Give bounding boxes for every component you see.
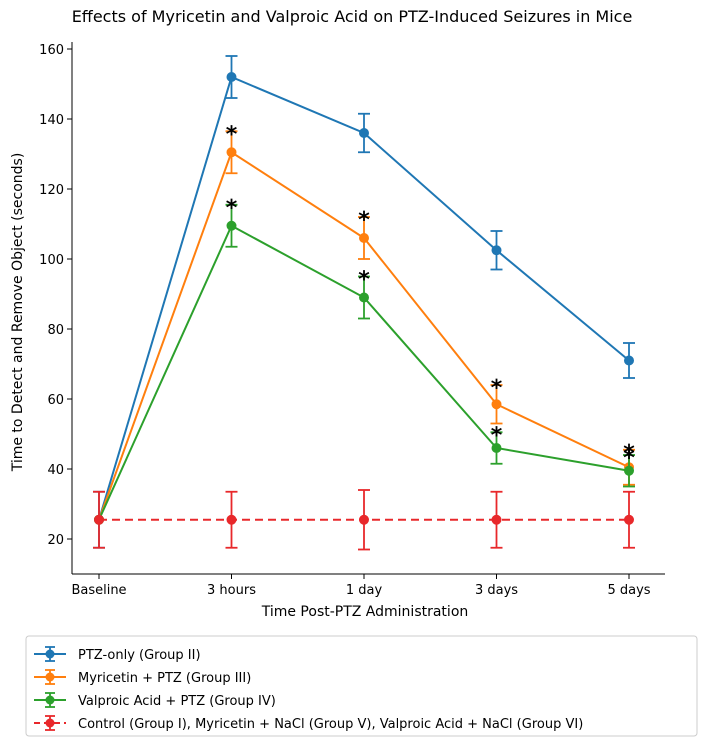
data-point: [491, 399, 502, 410]
legend: PTZ-only (Group II) Myricetin + PTZ (Grou…: [25, 635, 698, 737]
legend-item: Myricetin + PTZ (Group III): [34, 669, 251, 686]
y-tick-label: 140: [39, 113, 64, 128]
plot-area: 20 40 60 80 100 120 140 160 Baseline 3 hours 1 day…: [39, 42, 665, 598]
x-tick-label: 1 day: [346, 583, 383, 598]
significance-star: *: [491, 423, 503, 448]
data-point: [359, 233, 369, 243]
data-point: [491, 245, 502, 256]
x-axis-label: Time Post-PTZ Administration: [261, 604, 469, 620]
legend-marker: [45, 695, 55, 705]
data-point: [491, 443, 502, 453]
legend-box: [25, 635, 698, 737]
legend-label: Valproic Acid + PTZ (Group IV): [78, 694, 276, 709]
data-point: [491, 514, 502, 525]
series-2: ****: [94, 122, 635, 525]
y-tick-label: 120: [39, 183, 64, 198]
x-tick-label: 5 days: [607, 583, 650, 598]
y-axis-label: Time to Detect and Remove Object (second…: [10, 153, 26, 473]
data-point: [94, 514, 104, 525]
legend-item: Control (Group I), Myricetin + NaCl (Gro…: [34, 715, 583, 732]
significance-star: *: [623, 441, 635, 466]
y-tick-label: 80: [47, 323, 64, 338]
chart-title: Effects of Myricetin and Valproic Acid o…: [72, 7, 633, 26]
data-point: [226, 514, 237, 525]
series-1: [93, 55, 635, 549]
significance-star: *: [358, 268, 370, 293]
data-point: [226, 72, 237, 82]
y-tick-label: 40: [47, 463, 64, 478]
y-tick-label: 60: [47, 393, 64, 408]
legend-label: PTZ-only (Group II): [78, 648, 201, 663]
data-point: [359, 292, 369, 303]
y-tick-label: 160: [39, 43, 64, 58]
data-point: [624, 355, 634, 366]
x-tick-label: Baseline: [71, 583, 126, 598]
significance-star: *: [226, 196, 238, 221]
data-point: [624, 465, 634, 476]
data-point: [359, 128, 369, 138]
x-tick-label: 3 days: [475, 583, 518, 598]
legend-marker: [45, 718, 55, 728]
legend-label: Myricetin + PTZ (Group III): [78, 671, 251, 686]
y-tick-label: 100: [39, 253, 64, 268]
legend-marker: [45, 672, 55, 682]
legend-label: Control (Group I), Myricetin + NaCl (Gro…: [78, 717, 583, 732]
data-point: [359, 514, 369, 525]
series-4: [93, 489, 635, 551]
significance-star: *: [358, 208, 370, 233]
significance-star: *: [491, 376, 503, 401]
data-point: [226, 220, 237, 231]
legend-item: PTZ-only (Group II): [34, 646, 201, 663]
legend-item: Valproic Acid + PTZ (Group IV): [34, 692, 276, 709]
y-tick-label: 20: [47, 533, 64, 548]
significance-star: *: [623, 446, 635, 471]
data-point: [226, 147, 237, 158]
significance-star: *: [226, 122, 238, 147]
data-point: [624, 514, 634, 525]
legend-marker: [45, 649, 55, 659]
x-tick-label: 3 hours: [207, 583, 256, 598]
